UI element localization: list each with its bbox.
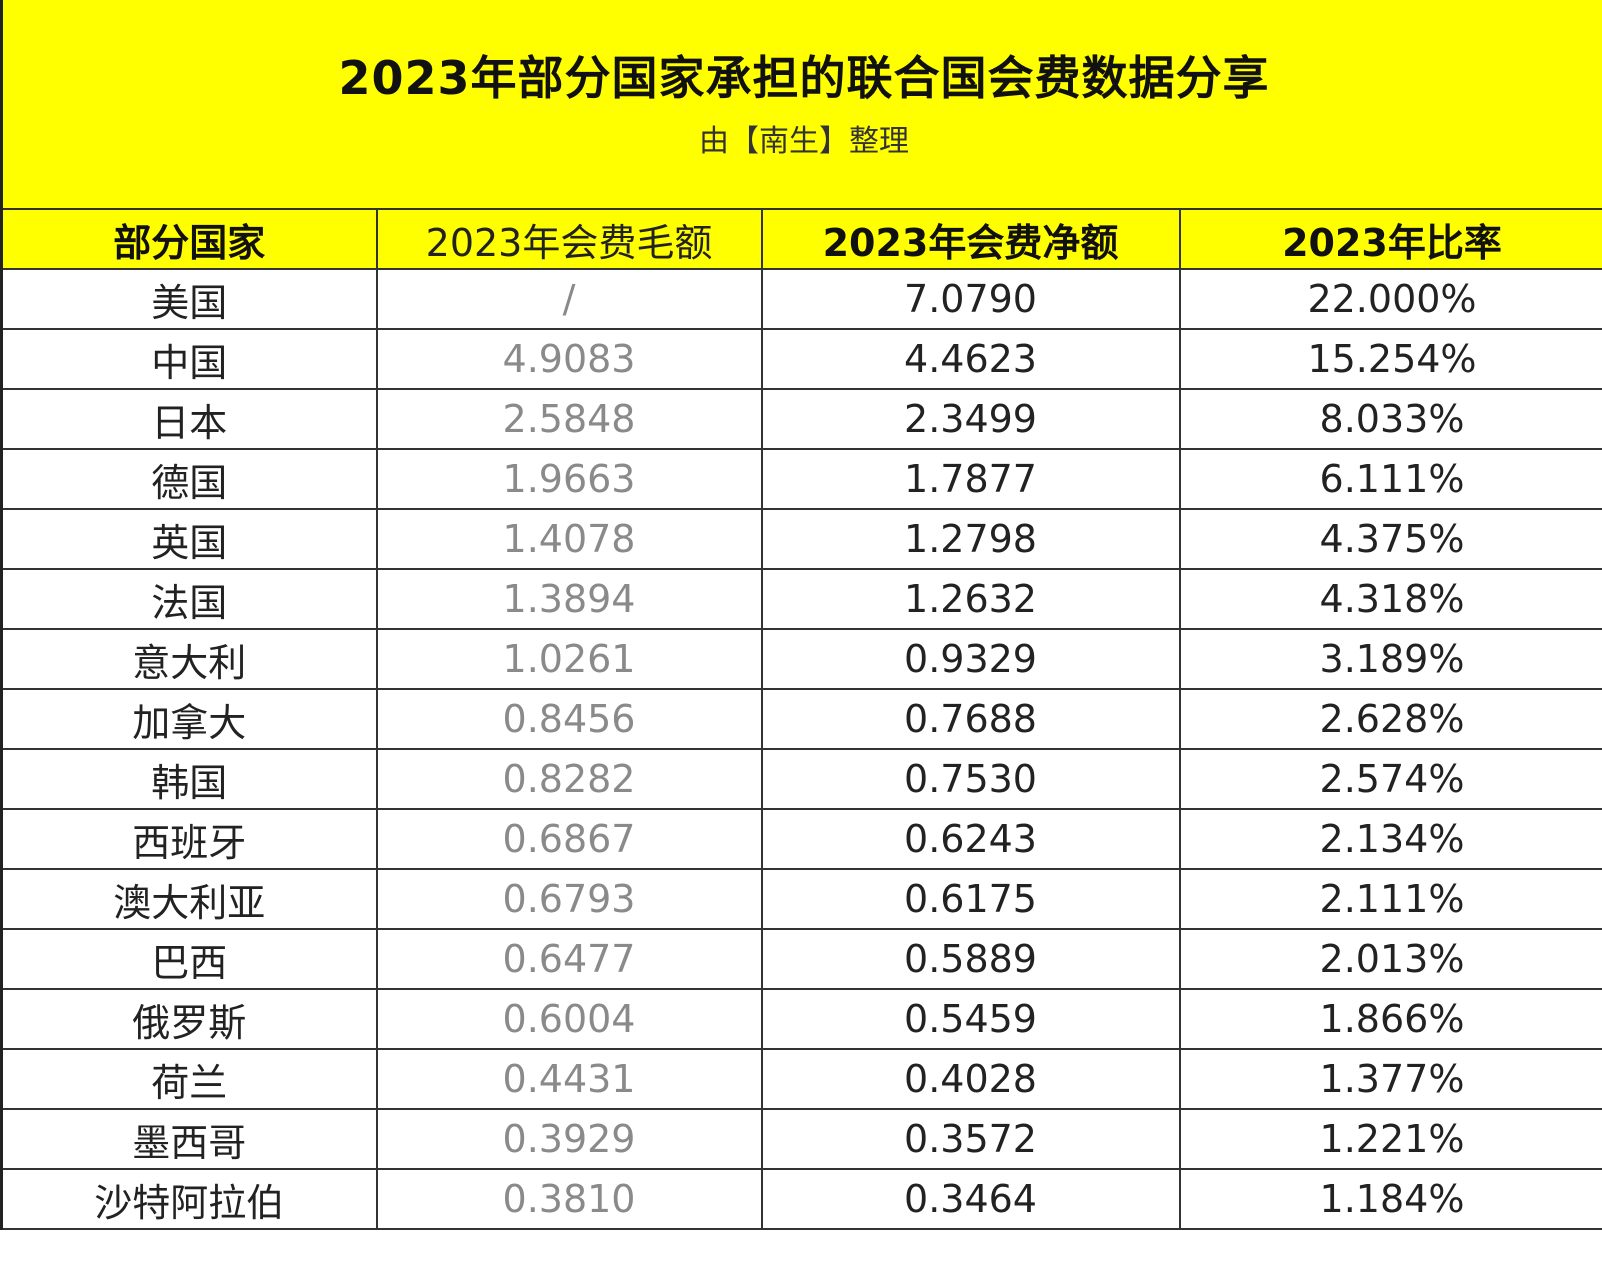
cell-rate: 1.184% bbox=[1178, 1168, 1602, 1230]
cell-net: 0.3572 bbox=[760, 1108, 1181, 1170]
cell-rate: 22.000% bbox=[1178, 268, 1602, 330]
dues-table: 部分国家 2023年会费毛额 2023年会费净额 2023年比率 美国 / 7.… bbox=[0, 208, 1602, 1230]
cell-gross: 0.3929 bbox=[375, 1108, 763, 1170]
table-row: 中国 4.9083 4.4623 15.254% bbox=[0, 328, 1602, 390]
table-row: 韩国 0.8282 0.7530 2.574% bbox=[0, 748, 1602, 810]
cell-rate: 1.221% bbox=[1178, 1108, 1602, 1170]
cell-net: 0.6175 bbox=[760, 868, 1181, 930]
cell-rate: 8.033% bbox=[1178, 388, 1602, 450]
table-row: 荷兰 0.4431 0.4028 1.377% bbox=[0, 1048, 1602, 1110]
cell-country: 中国 bbox=[0, 328, 378, 390]
cell-net: 0.7688 bbox=[760, 688, 1181, 750]
cell-net: 2.3499 bbox=[760, 388, 1181, 450]
cell-net: 4.4623 bbox=[760, 328, 1181, 390]
table-row: 意大利 1.0261 0.9329 3.189% bbox=[0, 628, 1602, 690]
cell-country: 韩国 bbox=[0, 748, 378, 810]
cell-country: 英国 bbox=[0, 508, 378, 570]
cell-rate: 15.254% bbox=[1178, 328, 1602, 390]
table-row: 日本 2.5848 2.3499 8.033% bbox=[0, 388, 1602, 450]
table-row: 英国 1.4078 1.2798 4.375% bbox=[0, 508, 1602, 570]
table-row: 沙特阿拉伯 0.3810 0.3464 1.184% bbox=[0, 1168, 1602, 1230]
cell-gross: 4.9083 bbox=[375, 328, 763, 390]
cell-rate: 6.111% bbox=[1178, 448, 1602, 510]
cell-gross: 1.0261 bbox=[375, 628, 763, 690]
cell-rate: 2.013% bbox=[1178, 928, 1602, 990]
table-header-row: 部分国家 2023年会费毛额 2023年会费净额 2023年比率 bbox=[0, 208, 1602, 270]
cell-gross: 0.6793 bbox=[375, 868, 763, 930]
cell-net: 0.5459 bbox=[760, 988, 1181, 1050]
cell-rate: 4.318% bbox=[1178, 568, 1602, 630]
column-header-net: 2023年会费净额 bbox=[760, 208, 1181, 270]
cell-net: 0.3464 bbox=[760, 1168, 1181, 1230]
cell-country: 法国 bbox=[0, 568, 378, 630]
table-row: 俄罗斯 0.6004 0.5459 1.866% bbox=[0, 988, 1602, 1050]
page-subtitle: 由【南生】整理 bbox=[699, 124, 909, 159]
cell-gross: 0.8456 bbox=[375, 688, 763, 750]
cell-net: 1.2798 bbox=[760, 508, 1181, 570]
column-header-country: 部分国家 bbox=[0, 208, 378, 270]
table-row: 巴西 0.6477 0.5889 2.013% bbox=[0, 928, 1602, 990]
cell-rate: 4.375% bbox=[1178, 508, 1602, 570]
cell-net: 0.7530 bbox=[760, 748, 1181, 810]
cell-country: 西班牙 bbox=[0, 808, 378, 870]
page-title: 2023年部分国家承担的联合国会费数据分享 bbox=[338, 51, 1270, 105]
table-row: 法国 1.3894 1.2632 4.318% bbox=[0, 568, 1602, 630]
cell-country: 荷兰 bbox=[0, 1048, 378, 1110]
cell-gross: 1.3894 bbox=[375, 568, 763, 630]
cell-gross: 1.9663 bbox=[375, 448, 763, 510]
cell-gross: 1.4078 bbox=[375, 508, 763, 570]
cell-country: 澳大利亚 bbox=[0, 868, 378, 930]
cell-country: 巴西 bbox=[0, 928, 378, 990]
cell-net: 1.2632 bbox=[760, 568, 1181, 630]
table-row: 德国 1.9663 1.7877 6.111% bbox=[0, 448, 1602, 510]
table-row: 墨西哥 0.3929 0.3572 1.221% bbox=[0, 1108, 1602, 1170]
table-row: 西班牙 0.6867 0.6243 2.134% bbox=[0, 808, 1602, 870]
cell-net: 0.4028 bbox=[760, 1048, 1181, 1110]
column-header-rate: 2023年比率 bbox=[1178, 208, 1602, 270]
cell-net: 1.7877 bbox=[760, 448, 1181, 510]
cell-gross: / bbox=[375, 268, 763, 330]
cell-net: 0.6243 bbox=[760, 808, 1181, 870]
table-row: 加拿大 0.8456 0.7688 2.628% bbox=[0, 688, 1602, 750]
cell-gross: 0.4431 bbox=[375, 1048, 763, 1110]
cell-rate: 2.574% bbox=[1178, 748, 1602, 810]
table-row: 澳大利亚 0.6793 0.6175 2.111% bbox=[0, 868, 1602, 930]
cell-gross: 2.5848 bbox=[375, 388, 763, 450]
cell-gross: 0.6004 bbox=[375, 988, 763, 1050]
cell-country: 沙特阿拉伯 bbox=[0, 1168, 378, 1230]
cell-country: 加拿大 bbox=[0, 688, 378, 750]
cell-rate: 2.628% bbox=[1178, 688, 1602, 750]
table-row: 美国 / 7.0790 22.000% bbox=[0, 268, 1602, 330]
title-banner: 2023年部分国家承担的联合国会费数据分享 由【南生】整理 bbox=[0, 0, 1602, 208]
cell-gross: 0.6477 bbox=[375, 928, 763, 990]
cell-net: 0.5889 bbox=[760, 928, 1181, 990]
cell-net: 7.0790 bbox=[760, 268, 1181, 330]
cell-rate: 3.189% bbox=[1178, 628, 1602, 690]
cell-gross: 0.3810 bbox=[375, 1168, 763, 1230]
cell-gross: 0.8282 bbox=[375, 748, 763, 810]
cell-country: 墨西哥 bbox=[0, 1108, 378, 1170]
cell-country: 意大利 bbox=[0, 628, 378, 690]
cell-rate: 1.866% bbox=[1178, 988, 1602, 1050]
cell-country: 德国 bbox=[0, 448, 378, 510]
cell-rate: 2.134% bbox=[1178, 808, 1602, 870]
cell-net: 0.9329 bbox=[760, 628, 1181, 690]
cell-gross: 0.6867 bbox=[375, 808, 763, 870]
cell-rate: 1.377% bbox=[1178, 1048, 1602, 1110]
cell-country: 俄罗斯 bbox=[0, 988, 378, 1050]
cell-rate: 2.111% bbox=[1178, 868, 1602, 930]
cell-country: 美国 bbox=[0, 268, 378, 330]
cell-country: 日本 bbox=[0, 388, 378, 450]
column-header-gross: 2023年会费毛额 bbox=[375, 208, 763, 270]
